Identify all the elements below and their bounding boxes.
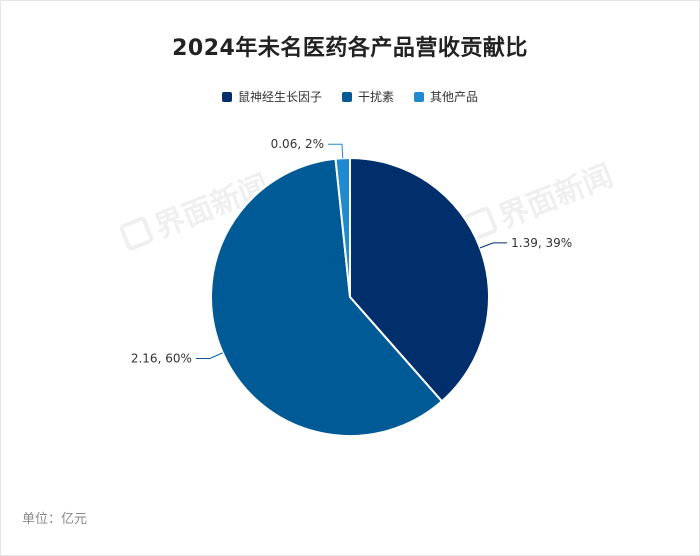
data-label-2: 0.06, 2% bbox=[271, 137, 324, 151]
data-label-0: 1.39, 39% bbox=[511, 236, 572, 250]
legend-item-0[interactable]: 鼠神经生长因子 bbox=[221, 88, 322, 105]
legend-swatch-2 bbox=[414, 91, 424, 102]
legend-label-0: 鼠神经生长因子 bbox=[237, 90, 322, 104]
legend-label-1: 干扰素 bbox=[357, 90, 394, 104]
pie-slice-0[interactable] bbox=[349, 156, 490, 403]
leader-line-0 bbox=[479, 242, 508, 249]
leader-line-2 bbox=[328, 143, 344, 159]
legend-item-1[interactable]: 干扰素 bbox=[341, 88, 394, 105]
data-label-1: 2.16, 60% bbox=[131, 351, 192, 365]
legend-swatch-0 bbox=[221, 91, 232, 102]
legend-label-2: 其他产品 bbox=[430, 90, 479, 104]
legend-swatch-1 bbox=[341, 91, 352, 102]
unit-note: 单位：亿元 bbox=[22, 512, 88, 527]
legend-item-2[interactable]: 其他产品 bbox=[414, 88, 478, 105]
chart-title: 2024年未名医药各产品营收贡献比 bbox=[172, 36, 528, 61]
legend: 鼠神经生长因子 干扰素 其他产品 bbox=[0, 88, 700, 105]
leader-line-1 bbox=[195, 352, 223, 359]
